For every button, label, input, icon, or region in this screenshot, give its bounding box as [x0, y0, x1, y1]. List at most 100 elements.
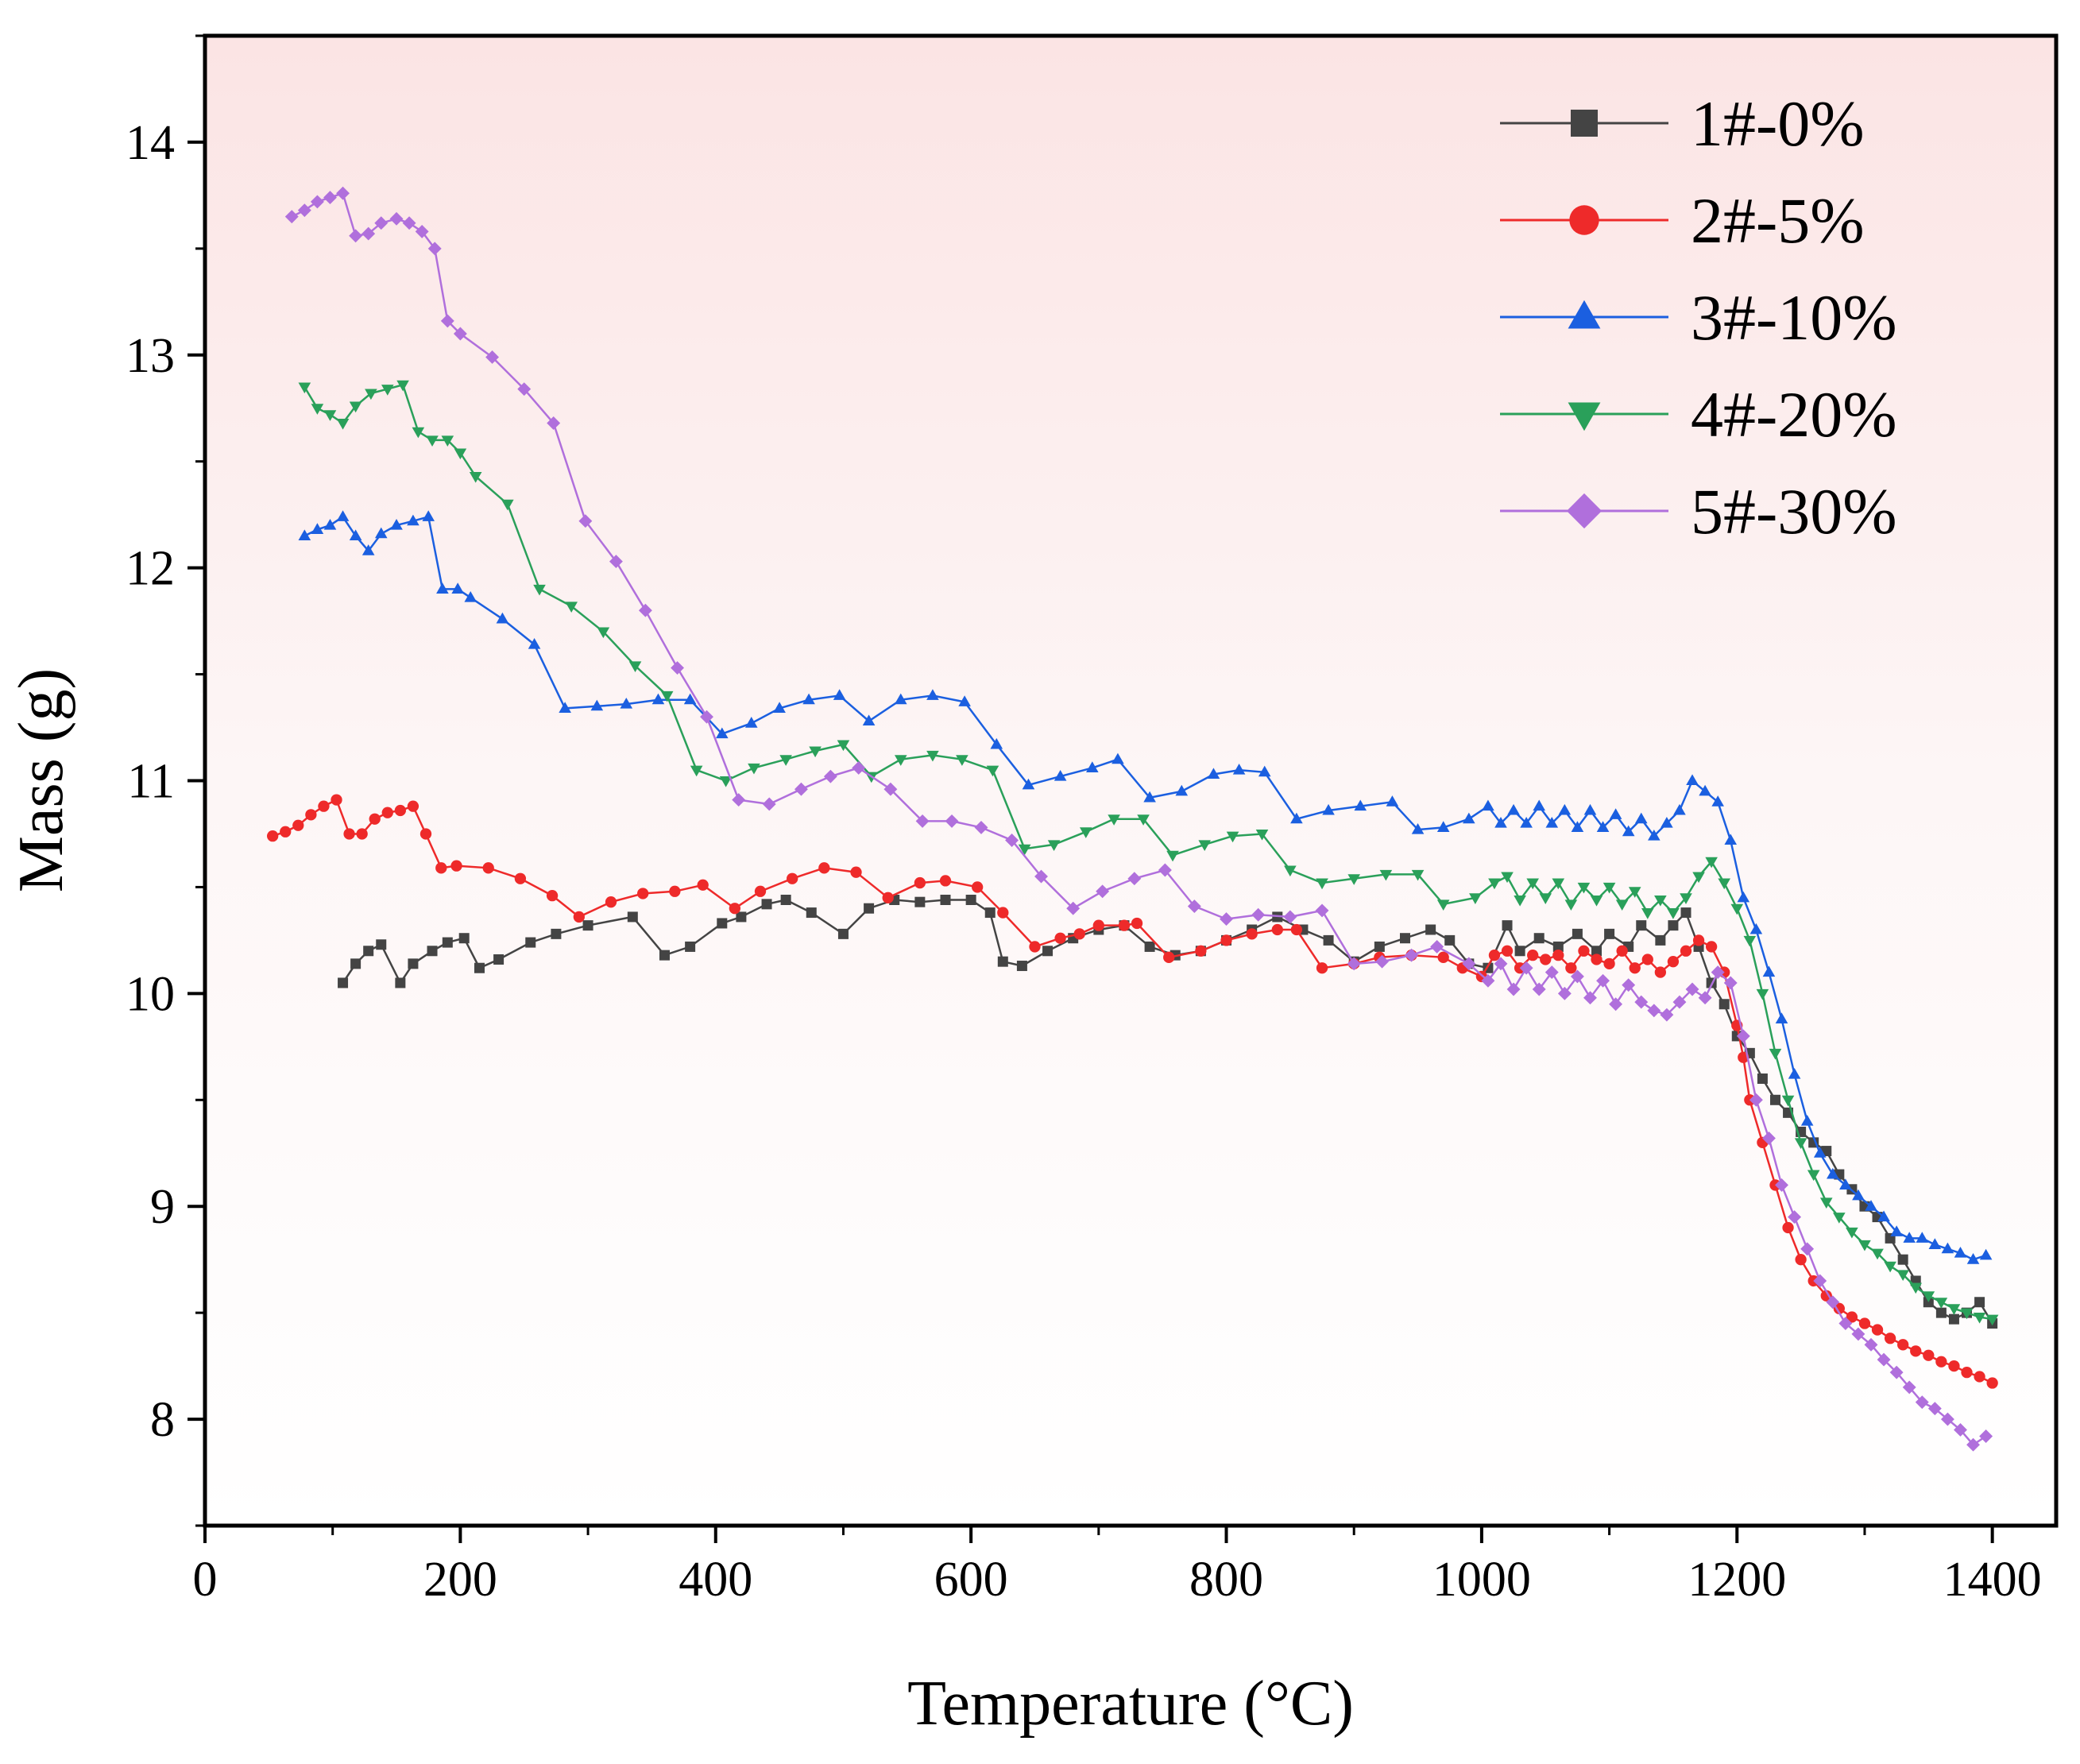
- data-point: [1144, 941, 1155, 952]
- data-point: [408, 958, 419, 969]
- data-point: [284, 210, 299, 224]
- data-point: [685, 941, 696, 952]
- data-point: [381, 807, 393, 818]
- data-point: [1661, 816, 1673, 828]
- data-point: [660, 691, 674, 702]
- data-point: [1794, 1138, 1807, 1149]
- data-point: [958, 695, 971, 706]
- data-point: [402, 216, 416, 230]
- data-point: [1769, 1048, 1782, 1060]
- data-point: [940, 895, 951, 905]
- data-point: [1864, 1337, 1878, 1352]
- data-point: [1826, 1295, 1840, 1309]
- data-point: [1290, 923, 1303, 936]
- data-point: [1374, 941, 1385, 952]
- data-point: [1711, 795, 1724, 807]
- data-point: [1018, 844, 1031, 856]
- legend: 1#-0% 2#-5% 3#-10% 4#-20% 5#-30%: [1500, 87, 1897, 547]
- data-point: [1915, 1395, 1929, 1410]
- data-point: [719, 776, 733, 787]
- data-point: [1699, 784, 1711, 796]
- data-point: [1552, 878, 1565, 890]
- data-point: [605, 896, 617, 908]
- data-point: [280, 826, 292, 838]
- data-point: [485, 350, 500, 364]
- data-point: [802, 693, 815, 705]
- data-point: [1966, 1253, 1980, 1264]
- data-point: [1756, 988, 1769, 1000]
- y-axis-title: Mass (g): [6, 668, 76, 892]
- data-point: [1686, 774, 1699, 786]
- data-point: [474, 962, 485, 973]
- data-point: [1085, 761, 1099, 772]
- data-point: [837, 740, 850, 752]
- data-point: [748, 763, 760, 775]
- legend-marker: [1568, 402, 1601, 431]
- data-point: [369, 813, 381, 825]
- data-point: [1762, 965, 1776, 977]
- data-point: [637, 888, 649, 899]
- data-point: [1916, 1232, 1929, 1243]
- data-point: [1736, 1029, 1750, 1043]
- data-point: [1935, 1298, 1948, 1309]
- data-point: [1896, 1270, 1909, 1282]
- data-point: [1890, 1225, 1903, 1236]
- data-point: [343, 828, 355, 840]
- data-point: [690, 765, 703, 777]
- data-point: [1175, 784, 1189, 796]
- data-point: [1507, 803, 1520, 815]
- data-point: [336, 186, 350, 200]
- data-point: [1634, 995, 1649, 1009]
- data-point: [894, 755, 907, 766]
- data-point: [565, 602, 578, 613]
- data-point: [1591, 954, 1603, 965]
- data-point: [436, 582, 449, 594]
- data-point: [1520, 816, 1533, 828]
- data-point: [1488, 949, 1501, 961]
- data-point: [331, 794, 342, 806]
- data-point: [1672, 995, 1687, 1009]
- data-point: [1877, 1210, 1890, 1222]
- x-tick-label: 200: [423, 1553, 497, 1607]
- data-point: [1628, 887, 1641, 898]
- data-point: [744, 717, 758, 728]
- data-point: [1501, 945, 1514, 957]
- data-point: [1851, 1327, 1865, 1341]
- data-point: [1685, 982, 1699, 996]
- data-point: [620, 697, 633, 709]
- data-point: [422, 510, 435, 521]
- legend-marker: [1569, 205, 1599, 235]
- data-point: [1615, 899, 1629, 911]
- data-point: [809, 746, 822, 758]
- data-point: [427, 242, 442, 256]
- data-point: [1572, 928, 1583, 939]
- data-point: [1527, 949, 1539, 961]
- data-point: [323, 518, 337, 530]
- data-point: [806, 907, 817, 919]
- legend-marker: [1571, 110, 1598, 137]
- x-axis-title: Temperature (°C): [907, 1669, 1354, 1739]
- data-point: [336, 418, 350, 430]
- data-point: [578, 514, 593, 528]
- data-point: [1813, 1274, 1827, 1288]
- data-point: [1948, 1360, 1960, 1372]
- data-point: [298, 529, 311, 540]
- data-point: [794, 782, 808, 796]
- data-point: [1910, 1345, 1922, 1357]
- data-point: [528, 637, 541, 649]
- data-point: [1271, 923, 1283, 936]
- data-point: [415, 224, 429, 238]
- legend-label: 1#-0%: [1691, 87, 1865, 160]
- data-point: [1667, 956, 1680, 968]
- data-point: [683, 693, 697, 705]
- data-point: [1711, 965, 1725, 980]
- legend-marker: [1566, 493, 1603, 529]
- data-point: [1430, 939, 1444, 954]
- data-point: [1016, 961, 1027, 972]
- data-point: [396, 380, 409, 392]
- data-point: [914, 896, 926, 907]
- data-point: [1022, 778, 1035, 790]
- data-point: [311, 404, 324, 415]
- data-point: [395, 977, 406, 988]
- data-point: [390, 518, 403, 530]
